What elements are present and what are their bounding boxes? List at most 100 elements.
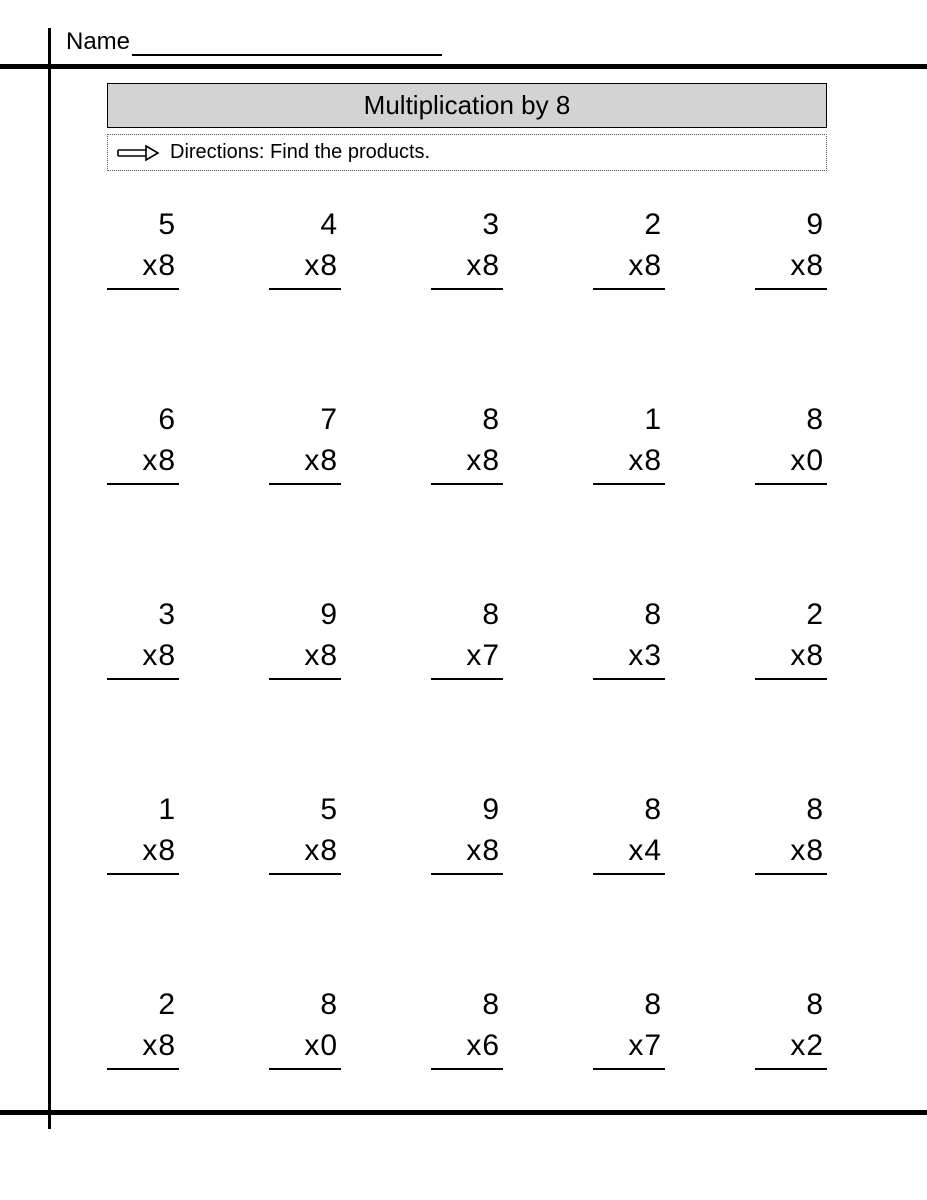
worksheet-title: Multiplication by 8 <box>107 83 827 128</box>
multiplicand: 8 <box>431 400 503 441</box>
multiplicand: 8 <box>431 595 503 636</box>
multiplication-problem[interactable]: 1x8 <box>107 790 179 875</box>
multiplicand: 8 <box>755 985 827 1026</box>
times-symbol: x <box>304 834 319 867</box>
multiplication-problem[interactable]: 2x8 <box>755 595 827 680</box>
multiplier-row: x8 <box>431 246 503 291</box>
multiplicand: 6 <box>107 400 179 441</box>
multiplier: 8 <box>158 249 175 282</box>
multiplicand: 1 <box>593 400 665 441</box>
multiplier: 8 <box>806 249 823 282</box>
multiplication-problem[interactable]: 9x8 <box>431 790 503 875</box>
multiplicand: 9 <box>431 790 503 831</box>
times-symbol: x <box>466 249 481 282</box>
multiplication-problem[interactable]: 8x8 <box>431 400 503 485</box>
times-symbol: x <box>790 1029 805 1062</box>
times-symbol: x <box>790 834 805 867</box>
multiplicand: 8 <box>593 790 665 831</box>
multiplier-row: x7 <box>431 636 503 681</box>
multiplication-problem[interactable]: 3x8 <box>107 595 179 680</box>
multiplicand: 3 <box>107 595 179 636</box>
multiplication-problem[interactable]: 7x8 <box>269 400 341 485</box>
multiplier: 8 <box>158 1029 175 1062</box>
times-symbol: x <box>466 639 481 672</box>
times-symbol: x <box>304 1029 319 1062</box>
directions-box: Directions: Find the products. <box>107 134 827 171</box>
multiplier-row: x8 <box>431 441 503 486</box>
multiplicand: 8 <box>431 985 503 1026</box>
multiplicand: 4 <box>269 205 341 246</box>
multiplication-problem[interactable]: 8x8 <box>755 790 827 875</box>
arrow-icon <box>116 144 160 162</box>
multiplication-problem[interactable]: 8x6 <box>431 985 503 1070</box>
multiplication-problem[interactable]: 8x2 <box>755 985 827 1070</box>
multiplication-problem[interactable]: 8x0 <box>269 985 341 1070</box>
multiplier: 8 <box>320 249 337 282</box>
vertical-margin-line <box>48 28 51 1129</box>
multiplier: 4 <box>644 834 661 867</box>
multiplicand: 2 <box>107 985 179 1026</box>
multiplication-problem[interactable]: 1x8 <box>593 400 665 485</box>
multiplier: 8 <box>482 444 499 477</box>
multiplier: 3 <box>644 639 661 672</box>
multiplier: 8 <box>644 444 661 477</box>
multiplicand: 5 <box>107 205 179 246</box>
multiplication-problem[interactable]: 5x8 <box>107 205 179 290</box>
multiplication-problem[interactable]: 2x8 <box>593 205 665 290</box>
multiplier: 8 <box>320 444 337 477</box>
multiplicand: 9 <box>755 205 827 246</box>
multiplier: 7 <box>482 639 499 672</box>
multiplier-row: x8 <box>269 831 341 876</box>
multiplication-problem[interactable]: 8x0 <box>755 400 827 485</box>
times-symbol: x <box>304 444 319 477</box>
multiplication-problem[interactable]: 4x8 <box>269 205 341 290</box>
problems-row: 3x89x88x78x32x8 <box>107 595 827 680</box>
multiplier-row: x8 <box>593 246 665 291</box>
multiplication-problem[interactable]: 9x8 <box>755 205 827 290</box>
multiplier: 8 <box>320 834 337 867</box>
multiplication-problem[interactable]: 8x7 <box>593 985 665 1070</box>
times-symbol: x <box>790 639 805 672</box>
multiplicand: 5 <box>269 790 341 831</box>
multiplication-problem[interactable]: 2x8 <box>107 985 179 1070</box>
multiplier-row: x8 <box>107 246 179 291</box>
multiplier: 8 <box>158 639 175 672</box>
multiplier-row: x8 <box>107 636 179 681</box>
times-symbol: x <box>466 444 481 477</box>
multiplier: 8 <box>806 834 823 867</box>
multiplicand: 2 <box>593 205 665 246</box>
multiplicand: 8 <box>755 400 827 441</box>
multiplication-problem[interactable]: 8x3 <box>593 595 665 680</box>
times-symbol: x <box>142 834 157 867</box>
multiplication-problem[interactable]: 8x4 <box>593 790 665 875</box>
times-symbol: x <box>142 444 157 477</box>
multiplicand: 8 <box>593 595 665 636</box>
times-symbol: x <box>466 834 481 867</box>
multiplier-row: x8 <box>107 1026 179 1071</box>
multiplier: 8 <box>158 834 175 867</box>
name-input-line[interactable] <box>132 54 442 56</box>
multiplier: 8 <box>158 444 175 477</box>
times-symbol: x <box>628 249 643 282</box>
multiplication-problem[interactable]: 9x8 <box>269 595 341 680</box>
multiplicand: 2 <box>755 595 827 636</box>
multiplier: 8 <box>482 834 499 867</box>
times-symbol: x <box>628 444 643 477</box>
multiplicand: 8 <box>269 985 341 1026</box>
times-symbol: x <box>304 249 319 282</box>
multiplier: 7 <box>644 1029 661 1062</box>
multiplication-problem[interactable]: 3x8 <box>431 205 503 290</box>
multiplication-problem[interactable]: 8x7 <box>431 595 503 680</box>
multiplier-row: x0 <box>755 441 827 486</box>
times-symbol: x <box>142 1029 157 1062</box>
multiplier-row: x8 <box>107 441 179 486</box>
multiplication-problem[interactable]: 6x8 <box>107 400 179 485</box>
multiplication-problem[interactable]: 5x8 <box>269 790 341 875</box>
times-symbol: x <box>628 1029 643 1062</box>
worksheet-page: Name Multiplication by 8 Directions: Fin… <box>0 0 927 1155</box>
content-area: Multiplication by 8 Directions: Find the… <box>51 69 927 1070</box>
multiplier: 8 <box>320 639 337 672</box>
times-symbol: x <box>628 639 643 672</box>
problems-row: 1x85x89x88x48x8 <box>107 790 827 875</box>
multiplier-row: x8 <box>431 831 503 876</box>
